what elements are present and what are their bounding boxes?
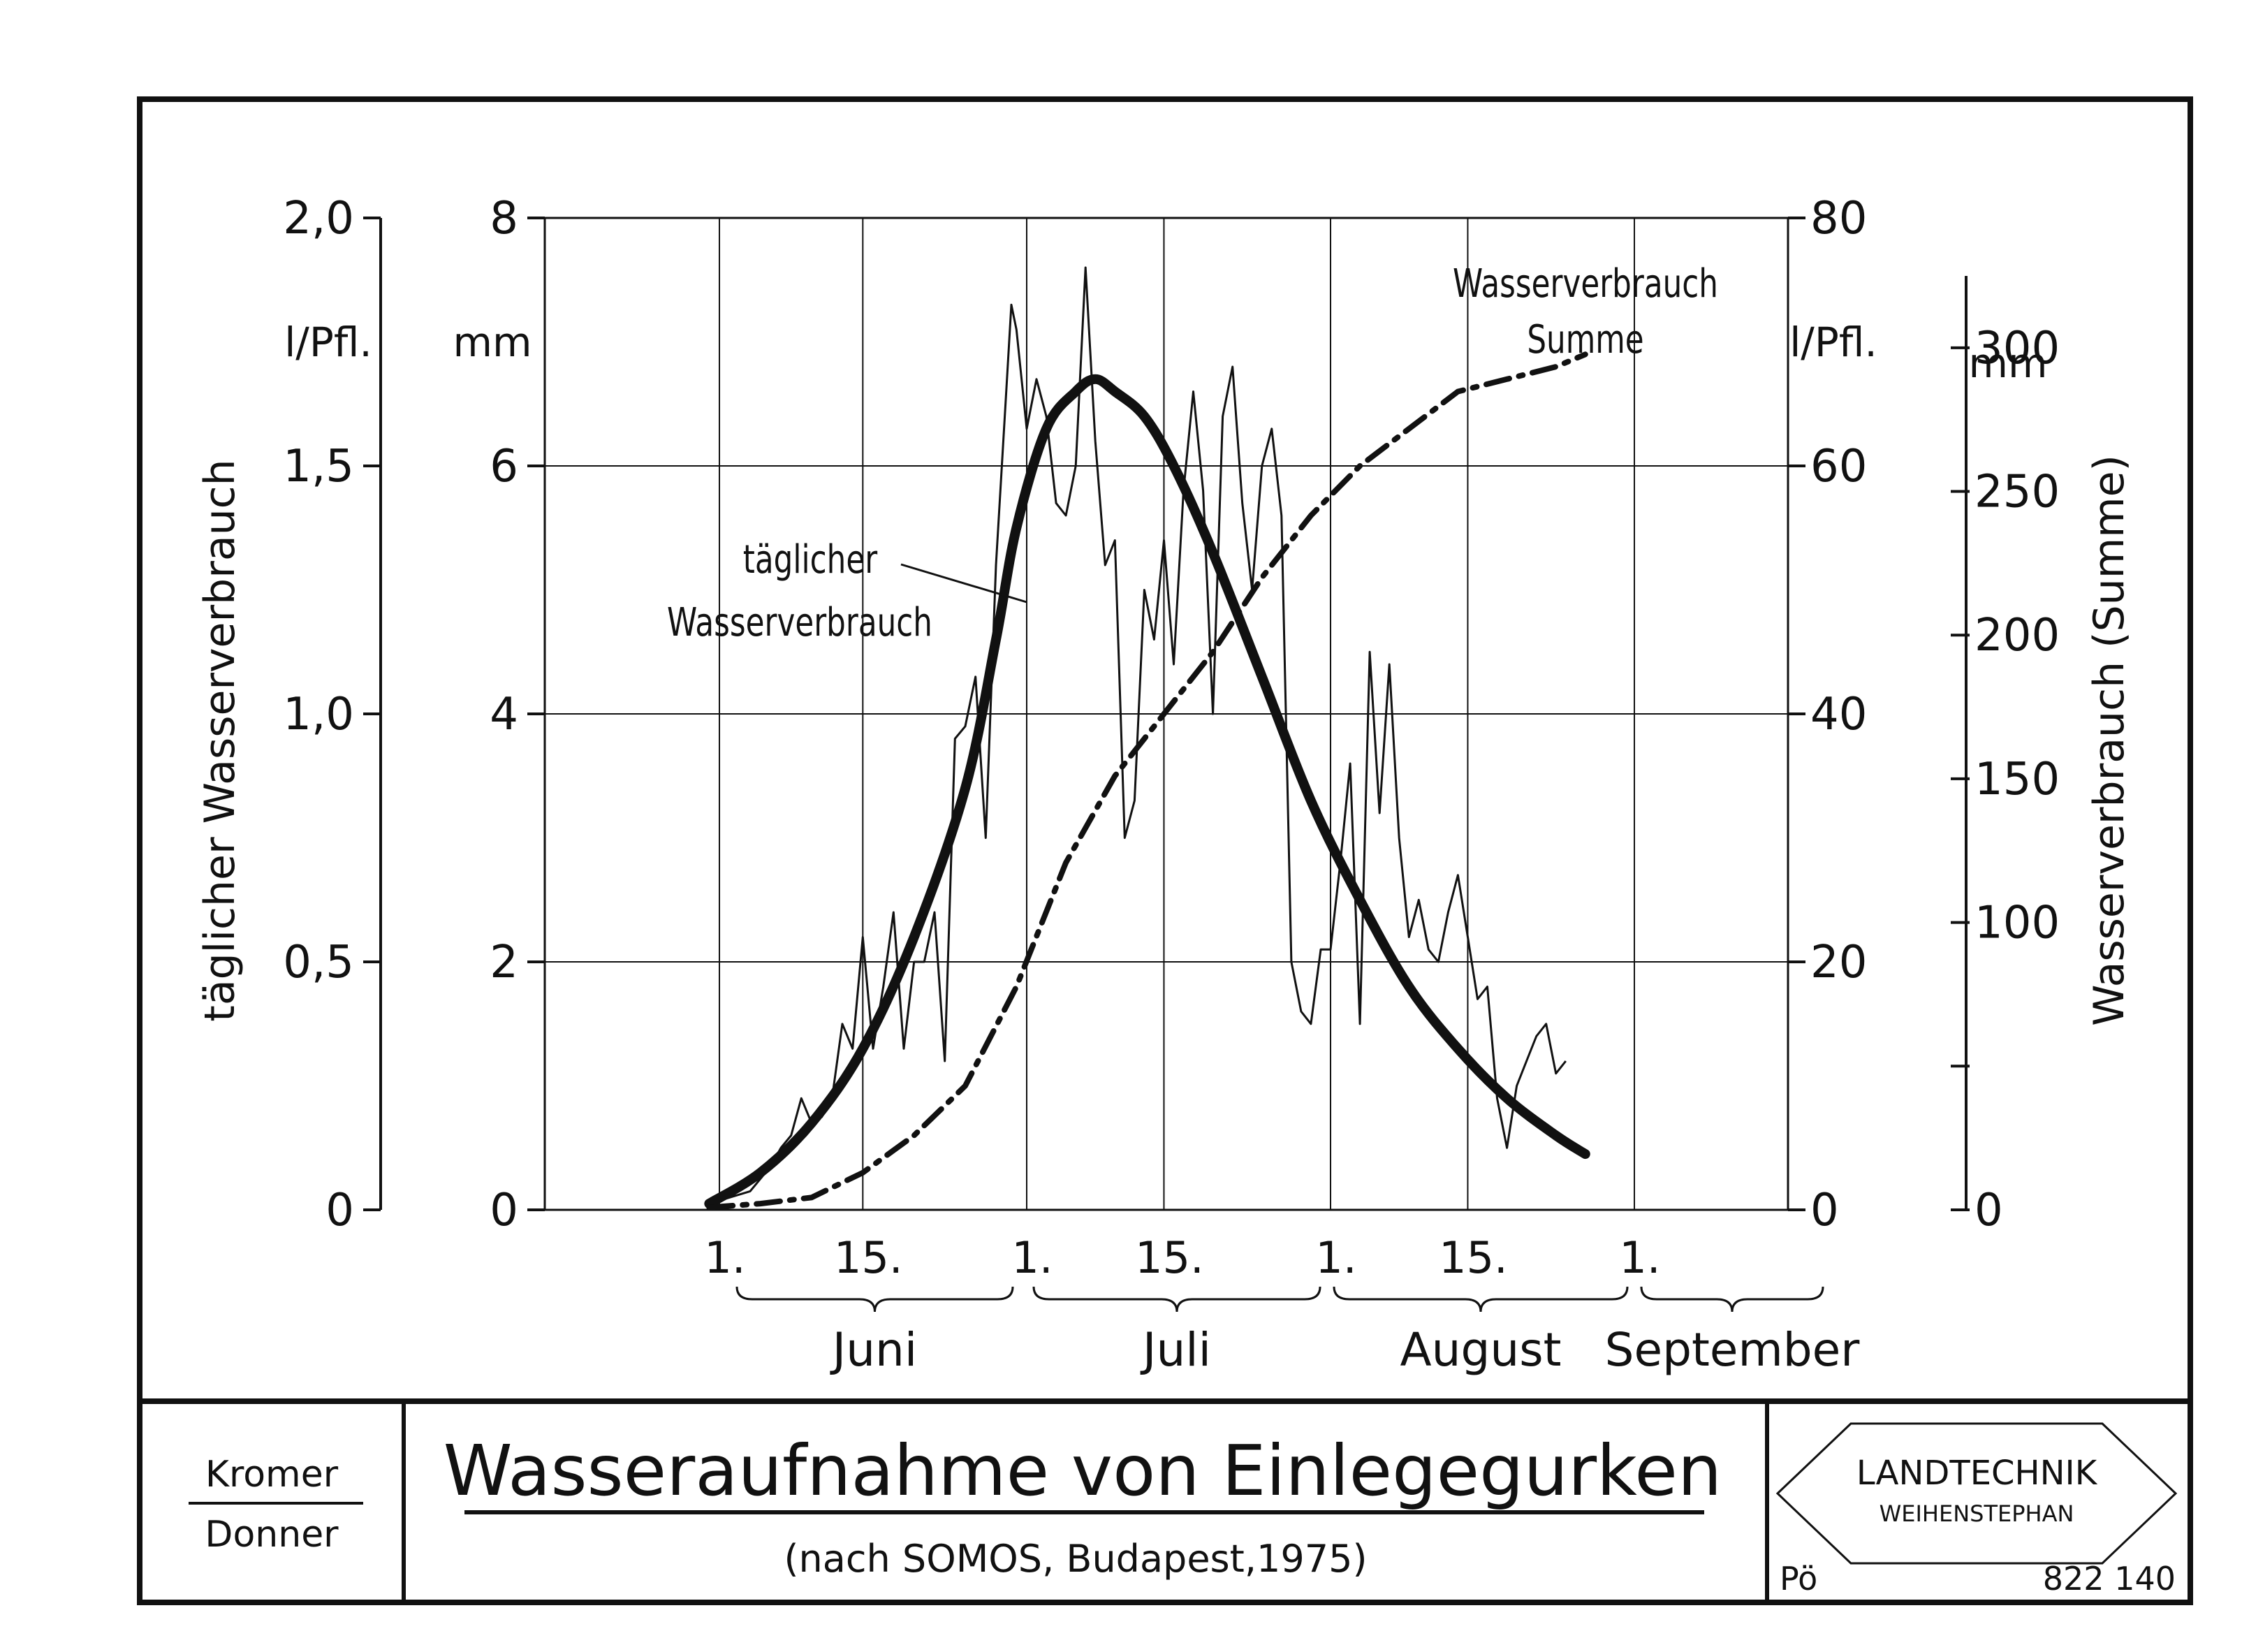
y-left-lpfl-tick-label: 1,0 — [283, 689, 354, 740]
y-left-lpfl-tick-label: 1,5 — [283, 441, 354, 492]
x-tick-label: 1. — [1011, 1232, 1053, 1283]
annotation-sum-line1: Wasserverbrauch — [1453, 261, 1718, 307]
svg-text:WEIHENSTEPHAN: WEIHENSTEPHAN — [1880, 1500, 2074, 1527]
author-top: Kromer — [205, 1454, 339, 1496]
y-right-lpfl-tick-label: 20 — [1810, 937, 1867, 988]
y-right-lpfl-tick-label: 0 — [1810, 1185, 1839, 1236]
annotation-daily-line1: täglicher — [743, 536, 878, 583]
drawing-subtitle: (nach SOMOS, Budapest,1975) — [784, 1537, 1367, 1581]
y-left-mm-tick-label: 8 — [490, 193, 518, 244]
outer-frame — [137, 96, 2193, 1605]
series-group — [704, 266, 1590, 1211]
month-label: Juli — [1140, 1323, 1211, 1377]
drawing-code-left: Pö — [1780, 1560, 1817, 1598]
month-label: Juni — [830, 1323, 917, 1377]
x-tick-label: 15. — [834, 1232, 903, 1283]
drawing-code-right: 822 140 — [2043, 1560, 2176, 1598]
y-right-sum-tick-label: 150 — [1974, 754, 2060, 805]
y-left-axis-label: täglicher Wasserverbrauch — [196, 459, 244, 1021]
x-tick-label: 15. — [1439, 1232, 1508, 1283]
y-left-lpfl-tick-label: 2,0 — [283, 193, 354, 244]
y-left-lpfl-tick-label: 0,5 — [283, 937, 354, 988]
y-right-sum-tick-label: 300 — [1974, 323, 2060, 374]
y-left-lpfl-tick-label: 0 — [325, 1185, 354, 1236]
y-right-sum-tick-label: 200 — [1974, 610, 2060, 661]
x-tick-label: 1. — [1619, 1232, 1660, 1283]
month-labels: Juni Juli August September — [735, 1286, 1861, 1377]
axes: 00,51,01,52,0024680204060800100150200250… — [283, 193, 2060, 1236]
y-right-lpfl-tick-label: 40 — [1810, 689, 1867, 740]
plot-area: 00,51,01,52,0024680204060800100150200250… — [283, 193, 2060, 1236]
grid — [545, 218, 1788, 1210]
month-brace — [1032, 1286, 1321, 1313]
series-cumulative-line — [706, 351, 1588, 1211]
y-right-lpfl-tick-label: 80 — [1810, 193, 1867, 244]
month-brace — [735, 1286, 1014, 1313]
y-right-axis-label: Wasserverbrauch (Summe) — [2085, 455, 2134, 1026]
institute-logo: LANDTECHNIK WEIHENSTEPHAN — [1775, 1422, 2178, 1565]
y-right-lpfl-tick-label: 60 — [1810, 441, 1867, 492]
annotation-sum-line2: Summe — [1527, 316, 1643, 363]
author-bottom: Donner — [205, 1514, 339, 1556]
month-label: August — [1400, 1323, 1562, 1377]
month-brace — [1333, 1286, 1629, 1313]
x-tick-label: 1. — [704, 1232, 745, 1283]
x-axis-labels: 1. 15. 1. 15. 1. 15. 1. — [704, 1232, 1660, 1283]
x-tick-label: 15. — [1135, 1232, 1204, 1283]
month-brace — [1640, 1286, 1824, 1313]
svg-text:LANDTECHNIK: LANDTECHNIK — [1856, 1454, 2098, 1493]
y-left-mm-unit: mm — [453, 319, 532, 366]
y-left-mm-tick-label: 4 — [490, 689, 518, 740]
y-right-sum-tick-label: 100 — [1974, 898, 2060, 949]
y-right-sum-tick-label: 250 — [1974, 467, 2060, 518]
y-left-mm-tick-label: 0 — [490, 1185, 518, 1236]
y-right-sum-tick-label: 0 — [1974, 1185, 2003, 1236]
x-tick-label: 1. — [1315, 1232, 1356, 1283]
y-left-mm-tick-label: 2 — [490, 937, 518, 988]
series-daily-line — [708, 266, 1567, 1205]
y-right-mm-unit: mm — [1969, 339, 2048, 387]
drawing-title: Wasseraufnahme von Einlegegurken — [444, 1430, 1722, 1512]
month-label: September — [1605, 1323, 1861, 1377]
y-right-lpfl-unit: l/Pfl. — [1789, 319, 1877, 366]
y-left-lpfl-unit: l/Pfl. — [284, 319, 372, 366]
series-smoothed-curve — [704, 374, 1590, 1209]
annotation-daily-leader — [900, 563, 1027, 604]
y-left-mm-tick-label: 6 — [490, 441, 518, 492]
annotation-daily-line2: Wasserverbrauch — [667, 599, 932, 645]
